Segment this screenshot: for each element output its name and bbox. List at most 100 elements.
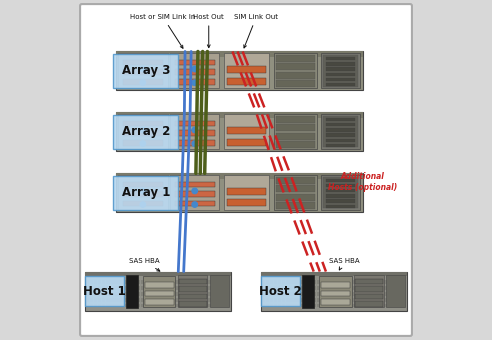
Bar [344,304,348,307]
Bar [98,304,101,307]
Bar [200,298,203,302]
Bar [219,280,223,284]
Bar [98,286,101,290]
Bar [215,298,219,302]
Bar [293,286,297,290]
Bar [160,280,164,284]
Bar [208,286,211,290]
Bar [277,280,281,284]
Bar [325,280,328,284]
Bar [297,304,301,307]
Bar [98,292,101,296]
Bar [188,298,191,302]
Bar [145,299,174,305]
Bar [326,123,355,126]
Bar [106,298,109,302]
Bar [224,114,269,149]
Bar [317,280,320,284]
Bar [297,292,301,296]
Circle shape [192,66,197,72]
Bar [266,292,269,296]
Bar [114,292,117,296]
Bar [208,304,211,307]
Bar [309,292,312,296]
Bar [110,286,113,290]
Bar [384,286,387,290]
Bar [184,286,187,290]
Circle shape [140,80,146,85]
Bar [123,191,162,197]
Bar [164,292,168,296]
Bar [266,304,269,307]
Bar [153,280,156,284]
Bar [276,63,315,70]
Bar [392,298,395,302]
Bar [204,304,207,307]
Bar [285,298,289,302]
Bar [388,292,391,296]
Bar [176,280,180,284]
Text: SAS HBA: SAS HBA [329,258,360,270]
Bar [266,280,269,284]
Bar [396,298,399,302]
Bar [215,286,219,290]
Bar [116,51,363,57]
Bar [274,286,277,290]
Bar [90,286,93,290]
Bar [164,304,168,307]
Bar [321,286,324,290]
Bar [172,292,176,296]
Bar [380,286,383,290]
Bar [102,304,105,307]
Bar [313,304,316,307]
Bar [364,298,368,302]
Bar [323,116,358,148]
Bar [200,280,203,284]
Bar [106,292,109,296]
Bar [293,292,297,296]
Bar [116,173,363,179]
Bar [392,286,395,290]
Bar [329,286,332,290]
Bar [274,280,277,284]
Bar [102,298,105,302]
Bar [123,79,162,85]
Bar [301,286,305,290]
Bar [276,202,315,209]
Bar [178,275,208,307]
Bar [176,298,180,302]
Bar [180,286,184,290]
Bar [164,280,168,284]
Bar [340,304,344,307]
Bar [172,304,176,307]
Bar [326,67,355,71]
Bar [170,114,219,149]
Bar [396,304,399,307]
Bar [153,304,156,307]
Bar [352,280,356,284]
Bar [121,298,124,302]
Bar [360,286,364,290]
Bar [380,280,383,284]
Bar [285,292,289,296]
Text: Array 1: Array 1 [122,186,170,199]
Bar [212,304,215,307]
Bar [388,280,391,284]
Bar [200,292,203,296]
Bar [321,299,350,305]
Bar [153,298,156,302]
Bar [212,298,215,302]
Bar [176,304,180,307]
Bar [125,280,128,284]
Bar [102,292,105,296]
Bar [266,286,269,290]
Bar [323,55,358,87]
Bar [145,298,148,302]
Bar [156,292,160,296]
Bar [285,304,289,307]
Bar [114,280,117,284]
Bar [133,304,136,307]
Bar [212,286,215,290]
Bar [354,275,384,307]
Bar [121,280,124,284]
